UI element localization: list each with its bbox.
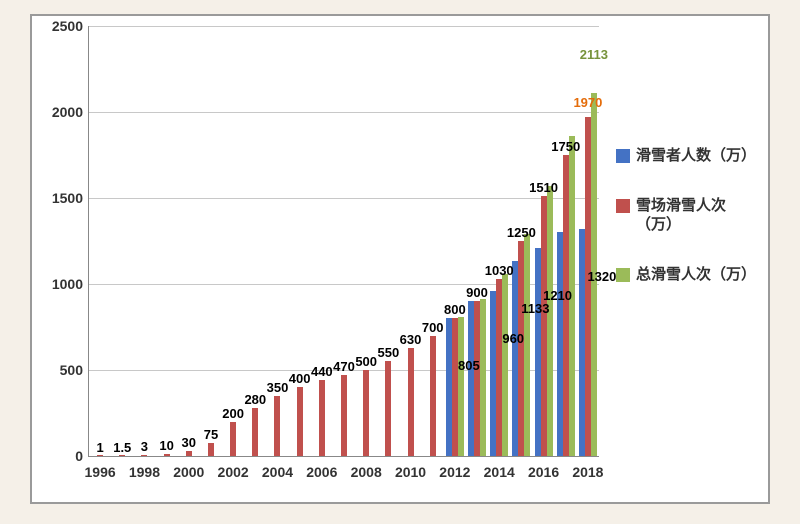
value-label: 440 [311, 364, 333, 379]
value-label: 1320 [587, 269, 616, 284]
bar-red [430, 336, 436, 456]
value-label: 700 [422, 320, 444, 335]
value-label: 350 [267, 380, 289, 395]
legend-swatch-blue [616, 149, 630, 163]
value-label: 1970 [573, 95, 602, 110]
bar-red [141, 455, 147, 456]
x-tick-label: 1998 [129, 464, 160, 480]
bar-red [341, 375, 347, 456]
chart-area: 0500100015002000250019961998200020022004… [30, 14, 770, 504]
x-tick-label: 2018 [572, 464, 603, 480]
gridline [89, 112, 599, 113]
value-label: 75 [204, 427, 218, 442]
value-label: 960 [502, 331, 524, 346]
x-tick-label: 2016 [528, 464, 559, 480]
value-label: 200 [222, 406, 244, 421]
bar-red [319, 380, 325, 456]
bar-red [385, 361, 391, 456]
y-tick-label: 2500 [39, 18, 83, 34]
value-label: 280 [244, 392, 266, 407]
bar-green [480, 299, 486, 456]
bar-red [252, 408, 258, 456]
bar-red [186, 451, 192, 456]
value-label: 3 [141, 439, 148, 454]
value-label: 1030 [485, 263, 514, 278]
value-label: 800 [444, 302, 466, 317]
x-tick-label: 2004 [262, 464, 293, 480]
legend-label-blue: 滑雪者人数（万） [636, 146, 756, 166]
bar-red [297, 387, 303, 456]
legend-label-green: 总滑雪人次（万） [636, 265, 756, 285]
y-tick-label: 0 [39, 448, 83, 464]
bar-green [547, 186, 553, 456]
x-tick-label: 1996 [85, 464, 116, 480]
bar-red [363, 370, 369, 456]
value-label: 900 [466, 285, 488, 300]
bar-red [208, 443, 214, 456]
x-tick-label: 2008 [351, 464, 382, 480]
legend-label-red: 雪场滑雪人次（万） [636, 196, 756, 235]
value-label: 400 [289, 371, 311, 386]
legend-swatch-green [616, 268, 630, 282]
value-label: 1 [96, 440, 103, 455]
plot-area: 0500100015002000250019961998200020022004… [88, 26, 599, 457]
y-tick-label: 1500 [39, 190, 83, 206]
value-label: 30 [182, 435, 196, 450]
value-label: 1750 [551, 139, 580, 154]
legend-item-green: 总滑雪人次（万） [616, 265, 756, 285]
bar-red [97, 455, 103, 456]
value-label: 550 [377, 345, 399, 360]
bar-red [408, 348, 414, 456]
value-label: 500 [355, 354, 377, 369]
bar-red [230, 422, 236, 456]
chart-container: 0500100015002000250019961998200020022004… [0, 0, 800, 524]
y-tick-label: 1000 [39, 276, 83, 292]
x-tick-label: 2006 [306, 464, 337, 480]
value-label: 630 [400, 332, 422, 347]
legend-swatch-red [616, 199, 630, 213]
x-tick-label: 2014 [484, 464, 515, 480]
x-tick-label: 2002 [218, 464, 249, 480]
gridline [89, 26, 599, 27]
legend: 滑雪者人数（万） 雪场滑雪人次（万） 总滑雪人次（万） [616, 146, 756, 314]
value-label: 1.5 [113, 440, 131, 455]
value-label: 1250 [507, 225, 536, 240]
x-tick-label: 2012 [439, 464, 470, 480]
value-label: 2113 [580, 47, 608, 62]
value-label: 1210 [543, 288, 572, 303]
y-tick-label: 2000 [39, 104, 83, 120]
x-tick-label: 2000 [173, 464, 204, 480]
value-label: 10 [159, 438, 173, 453]
legend-item-red: 雪场滑雪人次（万） [616, 196, 756, 235]
bar-green [458, 317, 464, 456]
value-label: 805 [458, 358, 480, 373]
bar-green [524, 234, 530, 456]
gridline [89, 198, 599, 199]
bar-green [502, 274, 508, 456]
value-label: 1133 [521, 301, 549, 316]
value-label: 1510 [529, 180, 558, 195]
y-tick-label: 500 [39, 362, 83, 378]
bar-red [274, 396, 280, 456]
value-label: 470 [333, 359, 355, 374]
x-tick-label: 2010 [395, 464, 426, 480]
legend-item-blue: 滑雪者人数（万） [616, 146, 756, 166]
bar-red [119, 455, 125, 456]
bar-red [164, 454, 170, 456]
